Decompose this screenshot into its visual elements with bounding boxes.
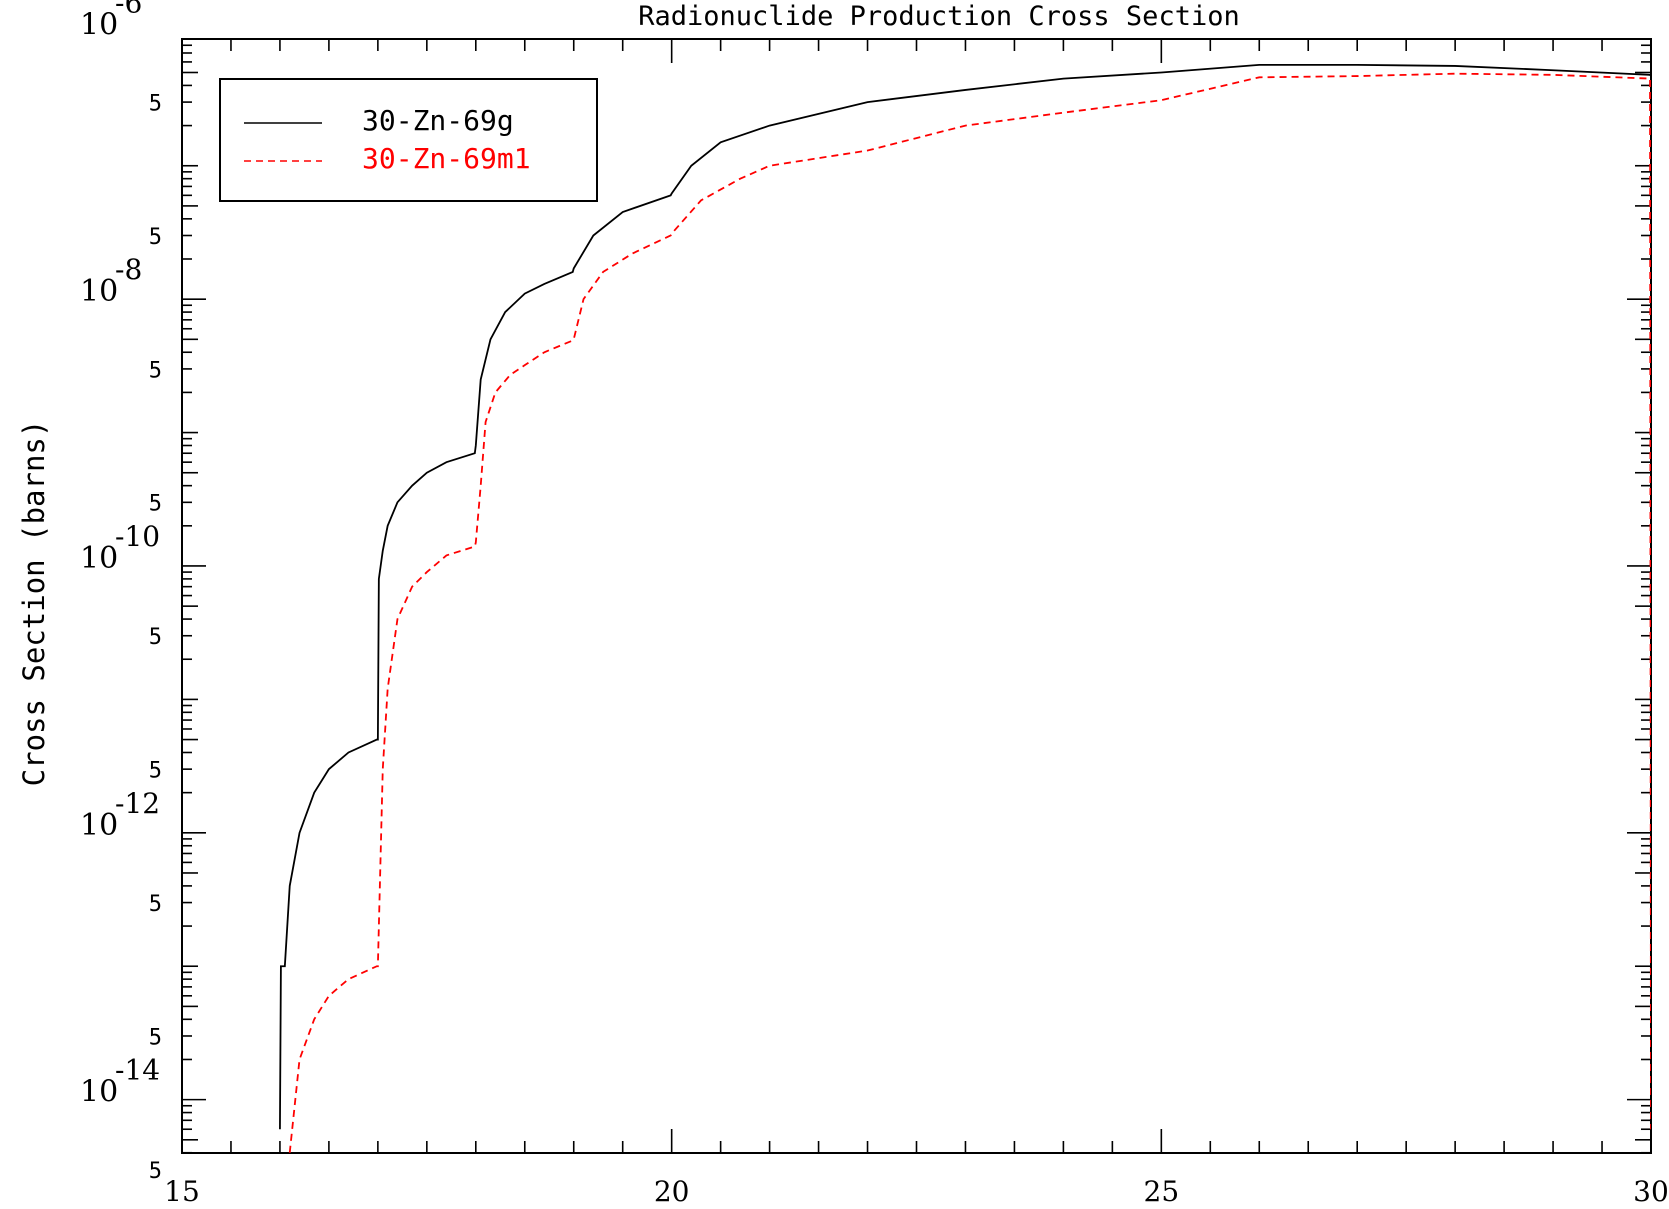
y-minor-tick-label: 5 (149, 625, 162, 650)
series-line-0 (279, 64, 1651, 1130)
y-major-tick-label: 10 (80, 1075, 118, 1110)
legend-label-zn69g: 30-Zn-69g (362, 104, 514, 137)
series-layer (279, 64, 1651, 1153)
legend-label-zn69m1: 30-Zn-69m1 (362, 142, 531, 175)
y-major-tick-label: 10 (80, 541, 118, 576)
x-tick-label: 20 (654, 1175, 690, 1208)
y-minor-tick-label: 5 (149, 492, 162, 517)
y-minor-tick-label: 5 (149, 225, 162, 250)
y-major-tick-label: 10 (80, 808, 118, 843)
y-axis-label: Cross Section (barns) (17, 420, 51, 787)
y-minor-tick-label: 5 (149, 759, 162, 784)
y-major-tick-label: 10 (80, 7, 118, 42)
series-line-1 (288, 72, 1651, 1153)
y-major-tick-exponent: -8 (115, 253, 142, 286)
chart-title: Radionuclide Production Cross Section (638, 1, 1239, 32)
y-major-tick-exponent: -14 (115, 1054, 160, 1087)
x-tick-label: 15 (164, 1175, 200, 1208)
legend: 30-Zn-69g 30-Zn-69m1 (219, 78, 598, 202)
y-minor-tick-label: 5 (149, 892, 162, 917)
y-major-tick-exponent: -6 (115, 0, 142, 19)
legend-box (219, 78, 598, 202)
y-minor-tick-label: 5 (149, 91, 162, 116)
plot-frame (181, 38, 1652, 1154)
y-minor-tick-label: 5 (149, 1025, 162, 1050)
y-minor-tick-label: 5 (149, 1159, 162, 1184)
y-major-tick-exponent: -10 (115, 520, 160, 553)
y-minor-tick-label: 5 (149, 358, 162, 383)
y-major-tick-exponent: -12 (115, 787, 160, 820)
y-major-tick-label: 10 (80, 274, 118, 309)
axis-ticks (181, 39, 1652, 1154)
x-tick-label: 25 (1144, 1175, 1180, 1208)
x-tick-label: 30 (1633, 1175, 1669, 1208)
